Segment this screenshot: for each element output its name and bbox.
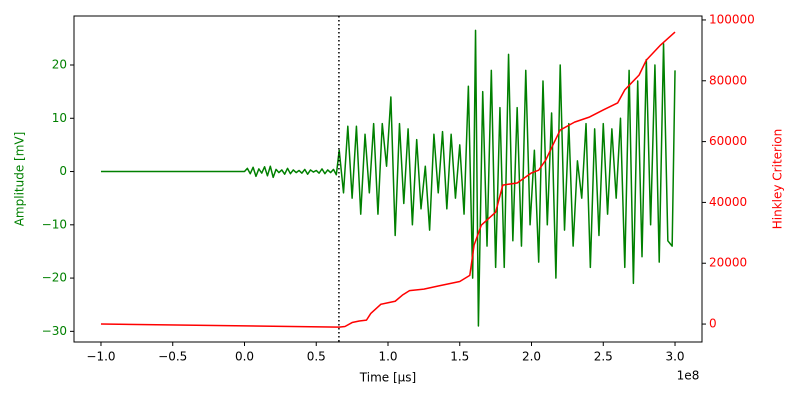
x-tick-label: −0.5 bbox=[158, 350, 187, 364]
x-tick-label: 1.0 bbox=[378, 350, 397, 364]
data-line bbox=[100, 29, 676, 327]
y-tick-label: −10 bbox=[42, 217, 67, 231]
y2-axis-label: Hinkley Criterion bbox=[771, 129, 785, 230]
y2-tick-label: 20000 bbox=[709, 256, 747, 270]
y-tick-label: 0 bbox=[59, 164, 67, 178]
x-tick-label: 2.0 bbox=[522, 350, 541, 364]
x-tick-label: 2.5 bbox=[594, 350, 613, 364]
plot-frame bbox=[73, 15, 703, 343]
x-tick-label: 1.5 bbox=[450, 350, 469, 364]
y-tick-label: −30 bbox=[42, 324, 67, 338]
x-tick-label: 0.0 bbox=[235, 350, 254, 364]
y2-tick-label: 80000 bbox=[709, 73, 747, 87]
x-axis-label: Time [μs] bbox=[359, 371, 416, 385]
y2-tick-label: 100000 bbox=[709, 12, 755, 26]
x-tick-label: −1.0 bbox=[86, 350, 115, 364]
data-line bbox=[100, 31, 676, 328]
y2-tick-label: 0 bbox=[709, 317, 717, 331]
y2-tick-label: 40000 bbox=[709, 195, 747, 209]
y-tick-label: 20 bbox=[52, 58, 67, 72]
y-tick-label: 10 bbox=[52, 111, 67, 125]
y2-tick-label: 60000 bbox=[709, 134, 747, 148]
x-tick-label: 0.5 bbox=[307, 350, 326, 364]
x-offset-label: 1e8 bbox=[677, 369, 700, 383]
y-axis-label: Amplitude [mV] bbox=[13, 132, 27, 227]
y-tick-label: −20 bbox=[42, 271, 67, 285]
x-tick-label: 3.0 bbox=[665, 350, 684, 364]
